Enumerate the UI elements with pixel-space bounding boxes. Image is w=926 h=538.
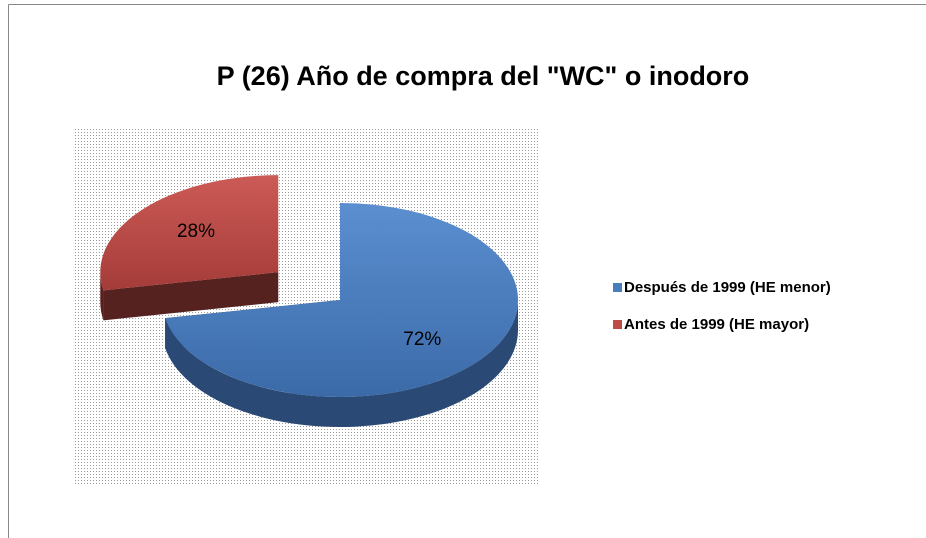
value-label: 72% <box>403 329 441 350</box>
slice-side <box>100 272 104 321</box>
value-label: 28% <box>177 221 215 242</box>
legend: Después de 1999 (HE menor) Antes de 1999 … <box>613 279 831 333</box>
pie-slice: 72% <box>165 203 519 428</box>
legend-label: Después de 1999 (HE menor) <box>624 279 831 296</box>
legend-swatch <box>613 320 622 329</box>
pie: 28% 72% <box>100 175 519 428</box>
slice-cut-face <box>103 272 279 321</box>
legend-swatch <box>613 283 622 292</box>
chart-title: P (26) Año de compra del "WC" o inodoro <box>217 61 750 91</box>
slice-side <box>165 300 518 428</box>
slice <box>165 203 519 397</box>
slice <box>100 175 279 291</box>
pie-slice: 28% <box>100 175 279 321</box>
legend-label: Antes de 1999 (HE mayor) <box>624 316 809 333</box>
